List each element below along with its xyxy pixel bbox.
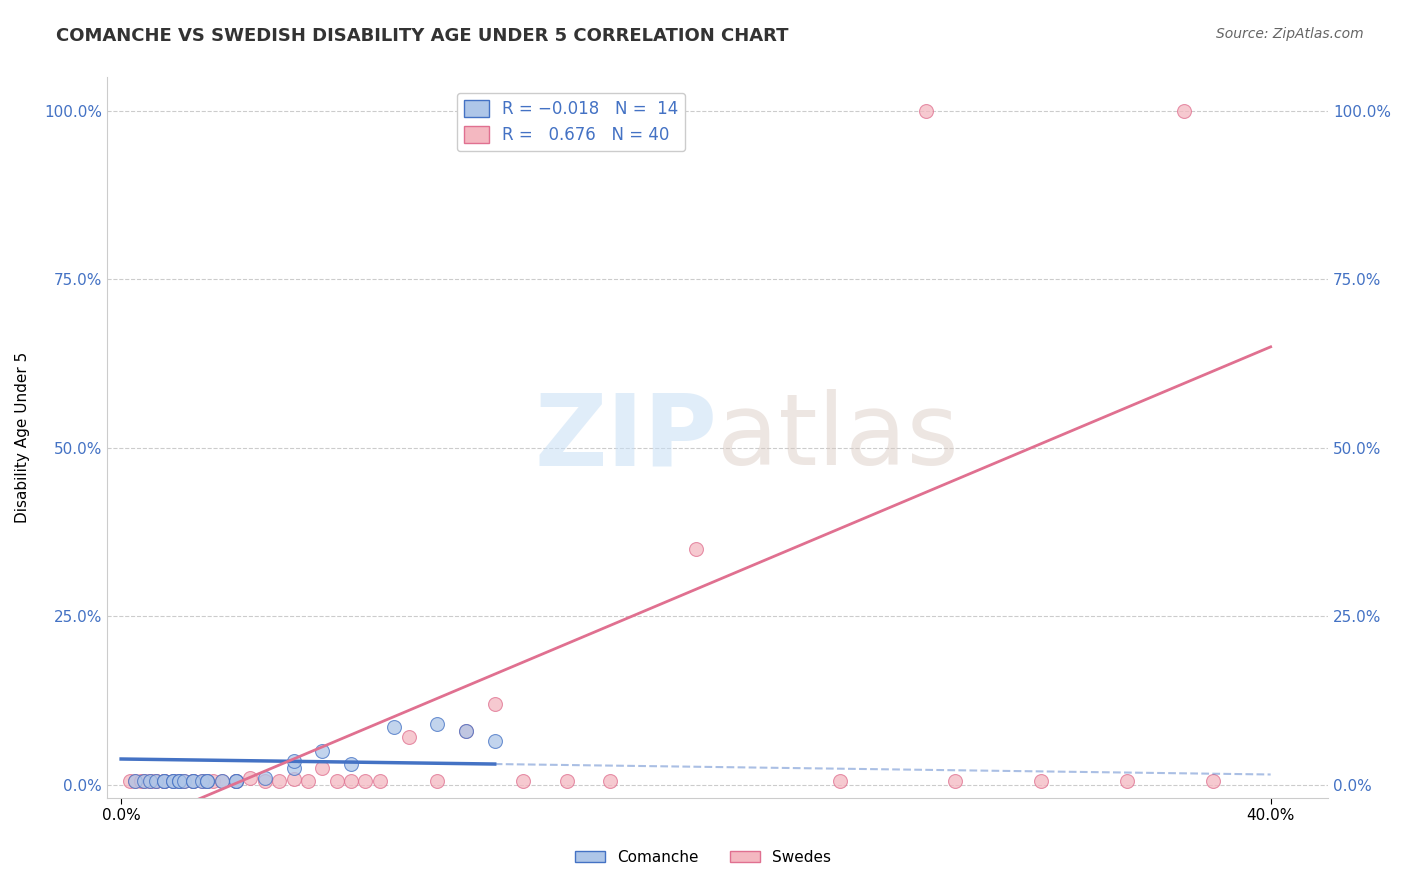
Point xyxy=(225,774,247,789)
Text: COMANCHE VS SWEDISH DISABILITY AGE UNDER 5 CORRELATION CHART: COMANCHE VS SWEDISH DISABILITY AGE UNDER… xyxy=(56,27,789,45)
Point xyxy=(195,774,218,789)
Point xyxy=(190,774,212,789)
Point xyxy=(354,774,377,789)
Point xyxy=(484,697,506,711)
Point xyxy=(599,774,621,789)
Point xyxy=(283,754,305,768)
Text: Source: ZipAtlas.com: Source: ZipAtlas.com xyxy=(1216,27,1364,41)
Point xyxy=(153,774,176,789)
Point xyxy=(340,774,363,789)
Point xyxy=(454,723,477,738)
Point xyxy=(167,774,190,789)
Point xyxy=(225,774,247,789)
Point xyxy=(118,774,141,789)
Point xyxy=(1202,774,1225,789)
Point xyxy=(195,774,218,789)
Point xyxy=(132,774,155,789)
Point xyxy=(943,774,966,789)
Point xyxy=(124,774,146,789)
Point xyxy=(181,774,204,789)
Point xyxy=(340,757,363,772)
Point xyxy=(153,774,176,789)
Point xyxy=(311,744,333,758)
Point xyxy=(167,774,190,789)
Point xyxy=(129,774,152,789)
Point xyxy=(368,774,391,789)
Point xyxy=(283,772,305,787)
Point xyxy=(512,774,534,789)
Point xyxy=(426,774,449,789)
Point xyxy=(181,774,204,789)
Point xyxy=(454,723,477,738)
Text: ZIP: ZIP xyxy=(534,389,717,486)
Point xyxy=(239,771,262,785)
Point xyxy=(828,774,851,789)
Point xyxy=(181,774,204,789)
Point xyxy=(202,774,225,789)
Point xyxy=(426,717,449,731)
Point xyxy=(325,774,347,789)
Point xyxy=(211,774,233,789)
Point xyxy=(181,774,204,789)
Point xyxy=(311,761,333,775)
Y-axis label: Disability Age Under 5: Disability Age Under 5 xyxy=(15,352,30,524)
Point xyxy=(195,774,218,789)
Point xyxy=(162,774,184,789)
Point xyxy=(1116,774,1139,789)
Point xyxy=(382,720,405,734)
Point xyxy=(145,774,167,789)
Point xyxy=(914,104,936,119)
Text: atlas: atlas xyxy=(717,389,959,486)
Point xyxy=(139,774,162,789)
Point xyxy=(484,734,506,748)
Point xyxy=(153,774,176,789)
Legend: R = −0.018   N =  14, R =   0.676   N = 40: R = −0.018 N = 14, R = 0.676 N = 40 xyxy=(457,93,685,151)
Point xyxy=(195,774,218,789)
Legend: Comanche, Swedes: Comanche, Swedes xyxy=(568,844,838,871)
Point xyxy=(398,731,420,745)
Point xyxy=(555,774,578,789)
Point xyxy=(253,771,276,785)
Point xyxy=(162,774,184,789)
Point xyxy=(225,774,247,789)
Point xyxy=(132,774,155,789)
Point xyxy=(173,774,195,789)
Point xyxy=(685,541,707,556)
Point xyxy=(283,761,305,775)
Point xyxy=(167,774,190,789)
Point xyxy=(269,774,291,789)
Point xyxy=(253,774,276,789)
Point xyxy=(167,774,190,789)
Point xyxy=(1173,104,1195,119)
Point xyxy=(124,774,146,789)
Point xyxy=(1029,774,1052,789)
Point xyxy=(145,774,167,789)
Point xyxy=(139,774,162,789)
Point xyxy=(153,774,176,789)
Point xyxy=(211,774,233,789)
Point xyxy=(190,774,212,789)
Point xyxy=(173,774,195,789)
Point xyxy=(297,774,319,789)
Point xyxy=(139,774,162,789)
Point xyxy=(225,774,247,789)
Point xyxy=(145,774,167,789)
Point xyxy=(153,774,176,789)
Point xyxy=(162,774,184,789)
